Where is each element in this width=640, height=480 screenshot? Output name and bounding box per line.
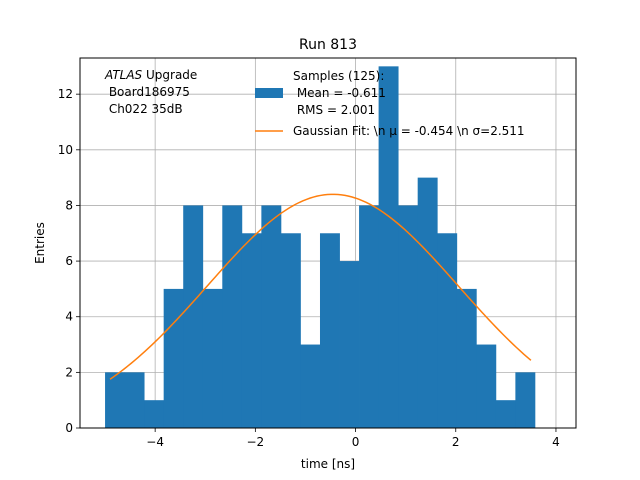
histogram-bar xyxy=(163,288,184,428)
histogram-bar xyxy=(261,205,282,428)
chart-title: Run 813 xyxy=(299,37,357,53)
atlas-annotation: ATLAS Upgrade Board186975 Ch022 35dB xyxy=(104,68,197,116)
histogram-bar xyxy=(319,233,340,428)
histogram-bar xyxy=(476,344,497,428)
histogram-bar xyxy=(105,372,125,428)
y-tick-label: 12 xyxy=(58,87,73,101)
annotation-experiment-suffix: Upgrade xyxy=(142,68,197,82)
y-tick-label: 0 xyxy=(65,421,73,435)
histogram-bar xyxy=(456,288,477,428)
x-tick-label: 2 xyxy=(452,435,460,449)
x-tick-label: −4 xyxy=(146,435,164,449)
histogram-bar xyxy=(417,177,438,428)
legend-fit-label: Gaussian Fit: \n μ = -0.454 \n σ=2.511 xyxy=(293,124,525,138)
legend-hist-line-1: Samples (125): xyxy=(293,69,384,83)
annotation-experiment-line: ATLAS Upgrade xyxy=(104,68,197,82)
plot-frame xyxy=(79,57,577,429)
histogram-bar xyxy=(124,372,145,428)
legend-hist-line-2: Mean = -0.611 xyxy=(293,86,386,100)
x-tick-label: −2 xyxy=(247,435,265,449)
annotation-board: Board186975 xyxy=(105,85,190,99)
histogram-bar xyxy=(300,344,321,428)
axis-ticks: −4 −2 0 2 4 0 2 4 6 8 10 12 xyxy=(58,87,560,449)
x-tick-label: 0 xyxy=(352,435,360,449)
gaussian-fit-curve xyxy=(109,193,532,380)
histogram-bar xyxy=(398,205,419,428)
histogram-bar xyxy=(495,400,516,428)
y-tick-label: 2 xyxy=(65,365,73,379)
histogram-bar xyxy=(437,233,458,428)
histogram-bar xyxy=(339,261,360,428)
histogram-bar xyxy=(183,205,204,428)
y-tick-label: 4 xyxy=(65,310,73,324)
histogram-bar xyxy=(378,66,399,429)
annotation-channel: Ch022 35dB xyxy=(105,102,183,116)
annotation-experiment: ATLAS xyxy=(104,68,143,82)
histogram-bars xyxy=(105,66,536,429)
histogram-bar xyxy=(241,233,262,428)
legend-hist-line-3: RMS = 2.001 xyxy=(293,103,375,117)
y-tick-label: 8 xyxy=(65,198,73,212)
legend-hist-swatch xyxy=(255,88,283,98)
x-tick-label: 4 xyxy=(552,435,560,449)
histogram-bar xyxy=(280,233,301,428)
histogram-bar xyxy=(202,288,223,428)
x-axis-label: time [ns] xyxy=(301,457,355,471)
y-tick-label: 10 xyxy=(58,143,73,157)
histogram-bar xyxy=(359,205,380,428)
legend: Samples (125): Mean = -0.611 RMS = 2.001… xyxy=(255,69,525,138)
gaussian-fit xyxy=(109,193,532,380)
y-tick-label: 6 xyxy=(65,254,73,268)
histogram-bar xyxy=(222,205,243,428)
y-axis-label: Entries xyxy=(33,222,47,264)
histogram-bar xyxy=(515,372,536,428)
histogram-bar xyxy=(144,400,165,428)
